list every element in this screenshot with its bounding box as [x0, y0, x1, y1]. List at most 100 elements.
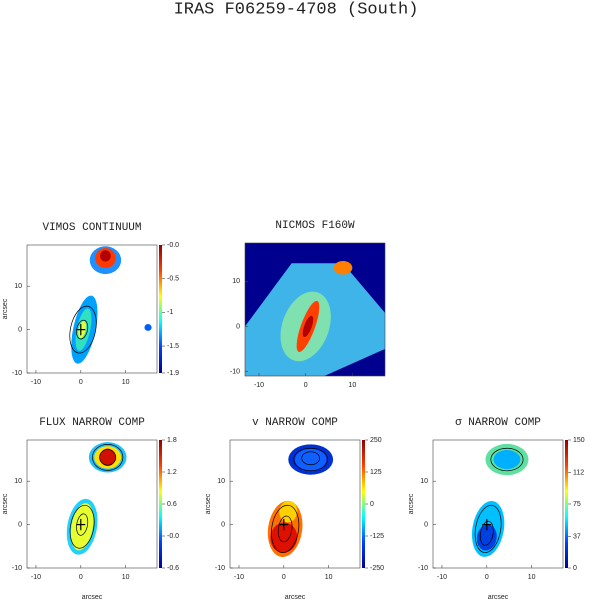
panel-title: v NARROW COMP: [252, 417, 338, 429]
y-tick-label: -10: [418, 565, 428, 572]
colorbar: [159, 440, 162, 568]
colorbar-label: -125: [370, 533, 384, 540]
image: [66, 442, 127, 555]
y-tick-label: -10: [12, 370, 22, 377]
y-tick-label: 0: [18, 521, 22, 528]
contour: [69, 305, 97, 354]
x-tick-label: 10: [122, 379, 130, 386]
contour: [99, 449, 117, 466]
colorbar-label: 250: [370, 437, 382, 444]
x-tick-label: 10: [122, 574, 130, 581]
emission: [99, 448, 116, 467]
colorbar: [565, 440, 568, 568]
x-tick-label: 0: [282, 574, 286, 581]
x-tick-label: 0: [79, 379, 83, 386]
x-axis-label: arcsec: [488, 594, 509, 600]
image: [69, 246, 152, 364]
colorbar-label: -0.6: [167, 565, 179, 572]
y-axis-label: arcsec: [2, 493, 9, 514]
colorbar-label: 112: [573, 469, 584, 476]
emission: [100, 250, 111, 262]
colorbar-label: 37: [573, 533, 581, 540]
colorbar-label: -0.0: [167, 242, 179, 249]
y-tick-label: 0: [236, 323, 240, 330]
y-tick-label: 10: [14, 283, 22, 290]
colorbar-label: -1.5: [167, 343, 179, 350]
image: [245, 243, 385, 376]
contour: [301, 451, 321, 466]
y-axis-label: arcsec: [2, 298, 9, 319]
y-tick-label: -10: [230, 368, 240, 375]
colorbar-label: 75: [573, 501, 581, 508]
frame: [26, 244, 158, 374]
colorbar-label: 1.8: [167, 437, 177, 444]
contour: [92, 443, 124, 471]
colorbar-label: -1.9: [167, 370, 179, 377]
y-tick-label: 0: [221, 521, 225, 528]
x-tick-label: -10: [31, 379, 41, 386]
colorbar: [159, 245, 162, 373]
colorbar-label: -250: [370, 565, 384, 572]
y-tick-label: -10: [12, 565, 22, 572]
panel-title: FLUX NARROW COMP: [39, 417, 145, 429]
x-tick-label: 10: [348, 382, 356, 389]
emission: [270, 522, 298, 553]
emission: [144, 323, 152, 331]
frame: [244, 242, 386, 377]
contour: [277, 515, 293, 543]
colorbar-label: 0: [370, 501, 374, 508]
emission: [493, 449, 521, 470]
colorbar-label: -1: [167, 309, 173, 316]
panel-title: NICMOS F160W: [275, 220, 355, 232]
x-tick-label: 0: [485, 574, 489, 581]
x-axis-label: arcsec: [285, 594, 306, 600]
colorbar-label: 1.2: [167, 469, 177, 476]
contour: [76, 513, 89, 536]
frame: [229, 439, 361, 569]
x-tick-label: 10: [325, 574, 333, 581]
y-tick-label: 10: [217, 478, 225, 485]
y-axis-label: arcsec: [408, 493, 415, 514]
contour: [474, 504, 502, 553]
contour: [490, 447, 524, 472]
companion: [333, 261, 353, 275]
x-tick-label: -10: [31, 574, 41, 581]
y-tick-label: 10: [232, 278, 240, 285]
x-tick-label: 0: [79, 574, 83, 581]
y-tick-label: -10: [215, 565, 225, 572]
frame: [26, 439, 158, 569]
y-tick-label: 0: [424, 521, 428, 528]
colorbar-label: 0: [573, 565, 577, 572]
emission: [70, 503, 94, 551]
emission: [476, 524, 497, 551]
y-tick-label: 10: [420, 478, 428, 485]
y-axis-label: arcsec: [205, 493, 212, 514]
image: [471, 443, 529, 557]
contour: [76, 319, 89, 340]
x-axis-label: arcsec: [82, 594, 103, 600]
panel-title: σ NARROW COMP: [455, 417, 541, 429]
x-tick-label: -10: [437, 574, 447, 581]
frame: [432, 439, 564, 569]
x-tick-label: 10: [528, 574, 536, 581]
colorbar: [362, 440, 365, 568]
y-tick-label: 10: [14, 478, 22, 485]
contour: [271, 504, 300, 554]
colorbar-label: 125: [370, 469, 382, 476]
y-tick-label: 0: [18, 326, 22, 333]
colorbar-label: -0.0: [167, 533, 179, 540]
panel-title: VIMOS CONTINUUM: [42, 222, 141, 234]
x-tick-label: -10: [254, 382, 264, 389]
contour: [479, 520, 494, 546]
figure-title: IRAS F06259-4708 (South): [174, 0, 419, 19]
colorbar-label: 150: [573, 437, 585, 444]
x-tick-label: 0: [304, 382, 308, 389]
x-tick-label: -10: [234, 574, 244, 581]
nucleus: [302, 315, 314, 338]
contour: [293, 447, 329, 472]
contour: [69, 504, 95, 549]
colorbar-label: -0.5: [167, 276, 179, 283]
emission: [295, 448, 327, 471]
